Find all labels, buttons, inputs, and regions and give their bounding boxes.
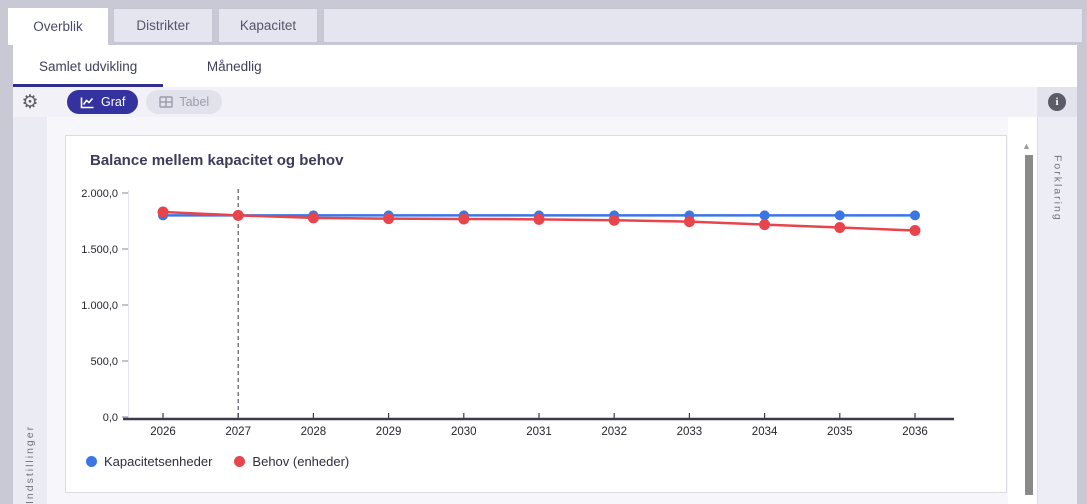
y-tick-label: 0,0 bbox=[103, 412, 118, 424]
data-point-0 bbox=[834, 210, 845, 221]
y-tick-label: 500,0 bbox=[90, 356, 118, 368]
settings-rail-label: Indstillinger bbox=[24, 424, 36, 504]
legend-label: Behov (enheder) bbox=[252, 454, 350, 469]
data-point-1 bbox=[909, 225, 921, 237]
chart-legend: Kapacitetsenheder Behov (enheder) bbox=[86, 454, 371, 469]
data-point-1 bbox=[157, 206, 169, 218]
toolbar: ⚙ Graf Tabel i bbox=[13, 87, 1077, 117]
y-tick-label: 1.500,0 bbox=[81, 244, 118, 256]
y-tick-label: 2.000,0 bbox=[81, 188, 118, 200]
x-tick-label: 2030 bbox=[451, 426, 477, 438]
scrollbar[interactable]: ▲ bbox=[1008, 117, 1037, 504]
table-icon bbox=[159, 96, 174, 108]
legend-dot-red bbox=[234, 456, 246, 467]
x-tick-label: 2027 bbox=[225, 426, 251, 438]
legend-dot-blue bbox=[86, 456, 97, 467]
x-tick-label: 2032 bbox=[601, 426, 627, 438]
data-point-1 bbox=[834, 221, 846, 233]
scrollbar-thumb[interactable] bbox=[1025, 155, 1033, 495]
scrollbar-up-icon[interactable]: ▲ bbox=[1022, 141, 1031, 151]
info-icon[interactable]: i bbox=[1048, 93, 1066, 111]
tab-overblik[interactable]: Overblik bbox=[8, 8, 108, 45]
legend-label: Kapacitetsenheder bbox=[104, 454, 213, 469]
legend-item-kapacitetsenheder[interactable]: Kapacitetsenheder bbox=[86, 454, 212, 469]
legend-item-behov[interactable]: Behov (enheder) bbox=[234, 454, 349, 469]
data-point-1 bbox=[307, 212, 319, 224]
data-point-1 bbox=[759, 219, 771, 231]
data-point-0 bbox=[759, 210, 770, 221]
main-window: Samlet udvikling Månedlig ⚙ Graf Tabel i bbox=[13, 45, 1077, 504]
chart-panel: Balance mellem kapacitet og behov 0,0 500… bbox=[47, 117, 1008, 504]
chart-title: Balance mellem kapacitet og behov bbox=[90, 152, 344, 169]
data-point-1 bbox=[533, 213, 545, 225]
subtab-maanedlig[interactable]: Månedlig bbox=[206, 58, 262, 74]
tab-kapacitet[interactable]: Kapacitet bbox=[218, 8, 318, 43]
y-tick-label: 1.000,0 bbox=[81, 300, 118, 312]
data-point-1 bbox=[458, 213, 470, 225]
x-tick-label: 2034 bbox=[752, 426, 778, 438]
info-panel-header: i bbox=[1037, 87, 1077, 117]
data-point-1 bbox=[232, 209, 244, 221]
data-point-0 bbox=[910, 210, 920, 221]
line-chart-icon bbox=[80, 97, 94, 108]
data-point-1 bbox=[683, 216, 695, 228]
settings-rail[interactable]: Indstillinger bbox=[13, 117, 47, 504]
data-point-1 bbox=[383, 213, 395, 225]
settings-gear-container: ⚙ bbox=[13, 93, 47, 112]
data-point-1 bbox=[608, 214, 620, 226]
x-tick-label: 2033 bbox=[677, 426, 703, 438]
explanation-rail[interactable]: Forklaring bbox=[1037, 117, 1077, 504]
x-tick-label: 2035 bbox=[827, 426, 853, 438]
graf-view-button[interactable]: Graf bbox=[67, 90, 139, 114]
x-tick-label: 2028 bbox=[301, 426, 327, 438]
x-tick-label: 2029 bbox=[376, 426, 402, 438]
subtab-samlet-udvikling[interactable]: Samlet udvikling bbox=[13, 45, 164, 87]
x-tick-label: 2026 bbox=[150, 426, 176, 438]
x-tick-label: 2036 bbox=[902, 426, 928, 438]
tab-bar: Overblik Distrikter Kapacitet bbox=[8, 8, 1083, 45]
graf-button-label: Graf bbox=[101, 95, 126, 109]
x-tick-label: 2031 bbox=[526, 426, 552, 438]
tabel-view-button[interactable]: Tabel bbox=[146, 90, 223, 114]
subtab-bar: Samlet udvikling Månedlig bbox=[13, 45, 1077, 87]
content-area: Indstillinger Balance mellem kapacitet o… bbox=[13, 117, 1077, 504]
tab-distrikter[interactable]: Distrikter bbox=[113, 8, 213, 43]
chart-card: Balance mellem kapacitet og behov 0,0 500… bbox=[65, 135, 1007, 493]
tabel-button-label: Tabel bbox=[179, 95, 210, 109]
tab-bar-filler bbox=[323, 8, 1083, 43]
explanation-rail-label: Forklaring bbox=[1051, 155, 1064, 222]
chart-svg: 0,0 500,0 1.000,0 1.500,0 2.000,0 2026 2027 202… bbox=[81, 188, 954, 438]
gear-icon[interactable]: ⚙ bbox=[21, 91, 39, 113]
